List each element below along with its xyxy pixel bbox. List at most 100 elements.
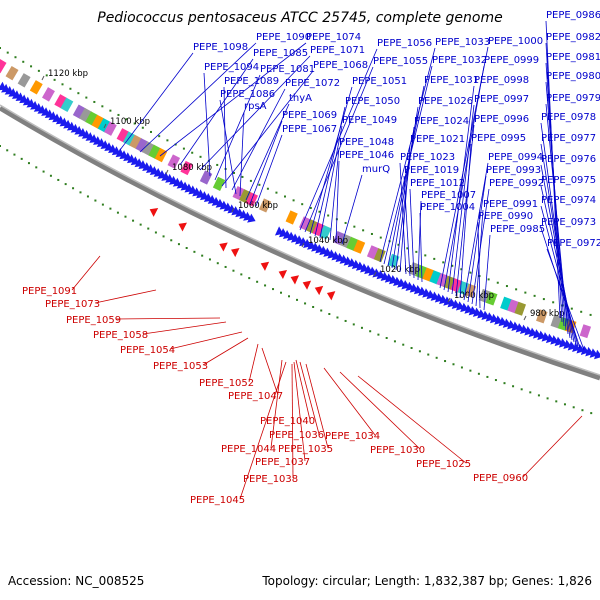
- inner-dot: [478, 373, 480, 375]
- inner-dot: [547, 397, 549, 399]
- inner-dot: [155, 231, 157, 233]
- outer-dot: [362, 229, 364, 231]
- inner-dot: [495, 379, 497, 381]
- inner-dot: [65, 183, 67, 185]
- outer-dot: [183, 148, 185, 150]
- outer-dot: [150, 131, 152, 133]
- reverse-gene-label: PEPE_1037: [255, 457, 310, 468]
- inner-dot: [178, 243, 180, 245]
- outer-dot: [284, 196, 286, 198]
- outer-dot: [85, 97, 87, 99]
- forward-leader-line: [460, 144, 471, 298]
- forward-gene-label: PEPE_1055: [373, 56, 428, 67]
- outer-dot: [515, 288, 517, 290]
- inner-dot: [312, 306, 314, 308]
- reverse-gene-label: PEPE_0960: [473, 473, 528, 484]
- outer-dot: [14, 56, 16, 58]
- inner-dot: [6, 149, 8, 151]
- outer-dot: [69, 88, 71, 90]
- outer-dot: [142, 127, 144, 129]
- inner-dot: [240, 273, 242, 275]
- reverse-gene-arrow: [219, 242, 227, 251]
- outer-dot: [301, 203, 303, 205]
- reverse-gene-arrow: [327, 291, 335, 300]
- forward-leader-line: [342, 175, 362, 244]
- inner-dot: [402, 344, 404, 346]
- kbp-tick-mark: [166, 170, 168, 174]
- inner-dot: [573, 406, 575, 408]
- forward-leader-line: [388, 86, 424, 266]
- reverse-gene-label: PEPE_1025: [416, 459, 471, 470]
- outer-dot: [7, 52, 9, 54]
- forward-gene-label: PEPE_0980: [546, 71, 600, 82]
- reverse-leader-line: [523, 416, 582, 477]
- forward-gene-label: PEPE_0978: [541, 112, 596, 123]
- inner-dot: [217, 262, 219, 264]
- outer-dot: [109, 110, 111, 112]
- reverse-leader-line: [203, 338, 248, 365]
- inner-dot: [444, 360, 446, 362]
- reverse-gene-label: PEPE_1047: [228, 391, 283, 402]
- inner-dot: [248, 277, 250, 279]
- inner-dot: [461, 366, 463, 368]
- reverse-gene-label: PEPE_1035: [278, 444, 333, 455]
- inner-dot: [102, 204, 104, 206]
- forward-gene-label: PEPE_1048: [339, 137, 394, 148]
- inner-dot: [94, 200, 96, 202]
- feature-block: [42, 87, 55, 101]
- forward-gene-label: PEPE_1056: [377, 38, 432, 49]
- inner-dot: [140, 224, 142, 226]
- kbp-tick-label: 1080 kbp: [172, 163, 212, 173]
- outer-dot: [488, 278, 490, 280]
- forward-gene-label: murQ: [362, 164, 390, 175]
- reverse-gene-label: PEPE_1045: [190, 495, 245, 506]
- forward-gene-label: PEPE_0998: [474, 75, 529, 86]
- forward-gene-label: PEPE_1012: [410, 178, 465, 189]
- inner-dot: [320, 310, 322, 312]
- forward-gene-label: PEPE_1024: [414, 116, 469, 127]
- feature-block: [18, 73, 31, 87]
- forward-gene-label: PEPE_0976: [541, 154, 596, 165]
- forward-gene-label: PEPE_0991: [483, 199, 538, 210]
- reverse-gene-arrow: [315, 286, 323, 295]
- forward-gene-label: PEPE_0975: [541, 175, 596, 186]
- forward-gene-label: PEPE_1050: [345, 96, 400, 107]
- feature-block: [580, 324, 591, 338]
- inner-dot: [386, 337, 388, 339]
- outer-dot: [241, 176, 243, 178]
- inner-dot: [512, 385, 514, 387]
- forward-gene-label: PEPE_0996: [474, 114, 529, 125]
- reverse-gene-label: PEPE_1053: [153, 361, 208, 372]
- inner-dot: [50, 175, 52, 177]
- outer-dot: [469, 272, 471, 274]
- forward-leader-line: [250, 121, 282, 204]
- kbp-tick-label: 1060 kbp: [238, 201, 278, 211]
- inner-dot: [109, 208, 111, 210]
- outer-dot: [275, 192, 277, 194]
- forward-gene-label: PEPE_1019: [404, 165, 459, 176]
- inner-dot: [296, 299, 298, 301]
- outer-dot: [293, 199, 295, 201]
- forward-gene-label: rpsA: [244, 101, 267, 112]
- inner-dot: [377, 334, 379, 336]
- outer-dot: [61, 83, 63, 85]
- inner-dot: [436, 357, 438, 359]
- kbp-tick-mark: [42, 76, 44, 80]
- inner-dot: [369, 330, 371, 332]
- outer-dot: [166, 139, 168, 141]
- feature-block: [286, 210, 298, 224]
- inner-dot: [503, 382, 505, 384]
- forward-gene-label: PEPE_1049: [342, 115, 397, 126]
- outer-dot: [158, 135, 160, 137]
- forward-gene-label: PEPE_1085: [253, 48, 308, 59]
- outer-dot: [22, 61, 24, 63]
- inner-dot: [590, 412, 592, 414]
- forward-leader-line: [547, 249, 584, 350]
- forward-gene-label: PEPE_1086: [220, 89, 275, 100]
- reverse-gene-arrow: [231, 248, 239, 257]
- forward-leader-line: [256, 135, 282, 206]
- outer-dot: [327, 215, 329, 217]
- reverse-leader-line: [262, 348, 278, 395]
- reverse-gene-arrow: [291, 275, 299, 284]
- reverse-leader-line: [249, 344, 258, 382]
